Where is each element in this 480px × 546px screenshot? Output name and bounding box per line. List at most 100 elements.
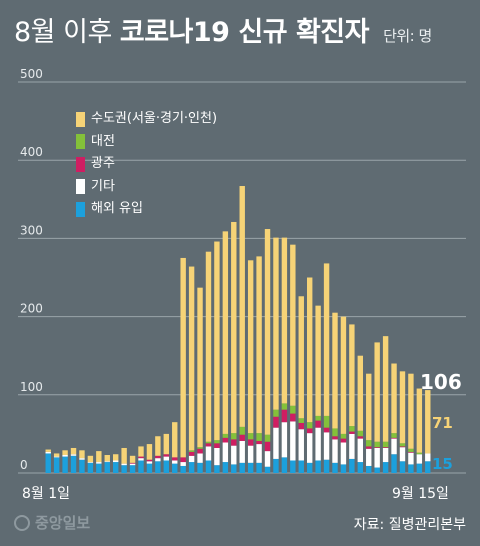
- bar-segment-series-2-day-17: [180, 457, 186, 463]
- bar-segment-series-0-day-27: [264, 466, 271, 473]
- bar-segment-series-3-day-39: [366, 440, 372, 447]
- bar-segment-series-1-day-39: [366, 448, 372, 466]
- bar-segment-series-2-day-23: [231, 439, 237, 446]
- bar-segment-series-1-day-9: [113, 460, 119, 463]
- bar-segment-series-0-day-33: [315, 460, 321, 473]
- bar-segment-series-1-day-6: [87, 462, 94, 463]
- bar-segment-series-2-day-19: [197, 448, 203, 454]
- legend-swatch: [76, 179, 85, 195]
- bar-segment-series-2-day-41: [382, 447, 389, 448]
- bar-segment-series-1-day-7: [96, 462, 102, 464]
- bar-segment-series-1-day-22: [222, 442, 229, 463]
- bar-segment-series-4-day-27: [264, 229, 271, 435]
- bar-segment-series-1-day-23: [231, 445, 237, 465]
- bar-segment-series-1-day-25: [247, 445, 254, 463]
- bar-segment-series-4-day-5: [79, 450, 85, 459]
- bar-segment-series-0-day-3: [62, 456, 68, 473]
- bar-segment-series-0-day-35: [332, 462, 338, 473]
- bar-segment-series-2-day-20: [205, 443, 212, 447]
- bar-segment-series-1-day-28: [273, 427, 279, 459]
- chart-title: 8월 이후 코로나19 신규 확진자 단위: 명: [14, 16, 432, 53]
- bar-segment-series-3-day-18: [188, 450, 195, 452]
- legend-label: 광주: [91, 156, 115, 171]
- x-label-end: 9월 15일: [392, 486, 449, 502]
- bar-segment-series-1-day-29: [281, 422, 288, 458]
- bar-segment-series-0-day-11: [129, 465, 136, 473]
- bar-segment-series-1-day-31: [298, 429, 304, 461]
- bar-segment-series-2-day-16: [172, 457, 178, 461]
- bar-segment-series-1-day-4: [70, 454, 77, 456]
- bar-segment-series-0-day-41: [382, 462, 389, 473]
- bar-segment-series-4-day-45: [416, 388, 423, 453]
- x-label-start: 8월 1일: [22, 486, 71, 502]
- logo-text: 중앙일보: [35, 514, 91, 532]
- bar-segment-series-4-day-4: [70, 447, 77, 455]
- bar-segment-series-1-day-3: [62, 455, 68, 457]
- bar-segment-series-1-day-16: [172, 460, 178, 464]
- bar-segment-series-1-day-43: [399, 447, 406, 462]
- bar-segment-series-0-day-20: [205, 460, 212, 473]
- bar-segment-series-4-day-32: [307, 277, 313, 423]
- bar-segment-series-3-day-40: [374, 441, 380, 448]
- bar-segment-series-2-day-13: [146, 459, 153, 462]
- bar-segment-series-4-day-6: [87, 455, 94, 463]
- source-note: 자료: 질병관리본부: [353, 517, 466, 533]
- bar-segment-series-2-day-38: [357, 436, 364, 439]
- bar-segment-series-3-day-20: [205, 441, 212, 444]
- legend-label: 수도권(서울·경기·인천): [91, 111, 218, 126]
- bar-segment-series-0-day-9: [113, 462, 119, 473]
- bar-segment-series-1-day-19: [197, 453, 203, 463]
- bar-segment-series-4-day-44: [408, 373, 414, 449]
- bar-segment-series-4-day-26: [256, 256, 262, 434]
- bar-segment-series-0-day-15: [163, 460, 170, 473]
- bar-segment-series-0-day-8: [104, 462, 110, 473]
- bar-segment-series-3-day-23: [231, 433, 237, 440]
- bar-segment-series-3-day-28: [273, 409, 279, 417]
- bars: [45, 186, 431, 473]
- bar-segment-series-3-day-44: [408, 448, 414, 452]
- bar-segment-series-4-day-31: [298, 296, 304, 419]
- bar-segment-series-4-day-41: [382, 336, 389, 442]
- title-period: 8월 이후: [14, 17, 112, 48]
- bar-segment-series-1-day-21: [214, 447, 220, 466]
- bar-segment-series-1-day-15: [163, 456, 170, 461]
- bar-segment-series-0-day-38: [357, 462, 364, 473]
- bar-segment-series-0-day-46: [425, 461, 431, 473]
- bar-segment-series-4-day-46: [425, 390, 431, 454]
- bar-segment-series-2-day-24: [239, 434, 245, 441]
- bar-segment-series-2-day-37: [349, 431, 355, 434]
- bar-segment-series-1-day-40: [374, 447, 380, 468]
- overseas-callout: 15: [432, 455, 453, 473]
- bar-segment-series-0-day-21: [214, 465, 220, 473]
- bar-segment-series-1-day-17: [180, 462, 186, 466]
- bar-segment-series-4-day-43: [399, 371, 406, 444]
- bar-segment-series-4-day-11: [129, 455, 136, 463]
- bar-segment-series-0-day-31: [298, 460, 304, 473]
- bar-segment-series-2-day-34: [323, 427, 330, 433]
- bar-segment-series-4-day-12: [138, 446, 144, 457]
- bar-segment-series-2-day-27: [264, 441, 271, 452]
- bar-segment-series-0-day-43: [399, 461, 406, 473]
- bar-segment-series-4-day-30: [290, 244, 296, 406]
- bar-segment-series-1-day-1: [45, 451, 51, 454]
- bar-segment-series-0-day-39: [366, 465, 372, 473]
- bar-segment-series-2-day-11: [129, 462, 136, 464]
- bar-segment-series-3-day-45: [416, 452, 423, 455]
- bar-segment-series-4-day-7: [96, 451, 102, 463]
- legend-swatch: [76, 156, 85, 172]
- bar-segment-series-4-day-10: [121, 447, 127, 464]
- bar-segment-series-0-day-36: [340, 464, 347, 473]
- bar-segment-series-1-day-41: [382, 447, 389, 463]
- bar-segment-series-0-day-18: [188, 462, 195, 473]
- bar-segment-series-0-day-6: [87, 462, 94, 473]
- bar-segment-series-4-day-33: [315, 305, 321, 416]
- bar-segment-series-2-day-29: [281, 409, 288, 423]
- bar-segment-series-4-day-28: [273, 237, 279, 410]
- bar-segment-series-0-day-22: [222, 462, 229, 473]
- bar-segment-series-3-day-33: [315, 415, 321, 421]
- bar-segment-series-0-day-7: [96, 463, 102, 473]
- bar-segment-series-3-day-36: [340, 433, 347, 439]
- bar-segment-series-4-day-20: [205, 251, 212, 442]
- bar-segment-series-0-day-40: [374, 467, 380, 473]
- total-callout: 106: [420, 370, 462, 394]
